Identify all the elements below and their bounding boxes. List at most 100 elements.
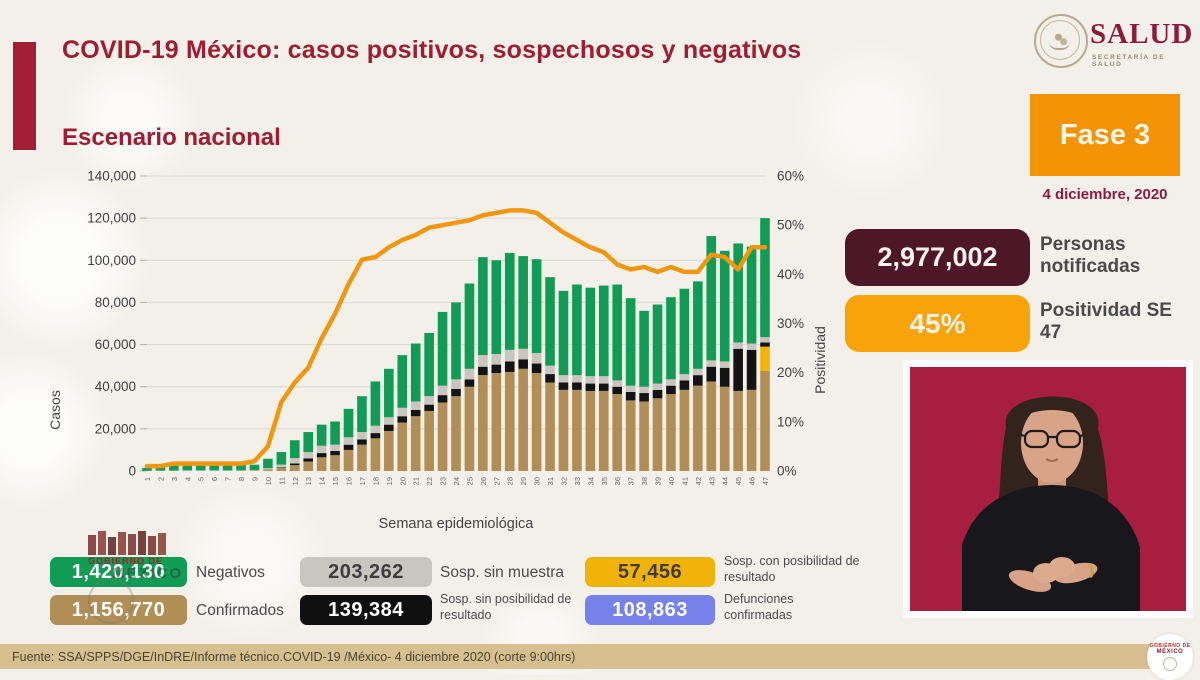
gobierno-mexico-logo: GOBIERNO DE MÉXICO [1147, 634, 1193, 680]
svg-text:60%: 60% [777, 169, 804, 184]
svg-text:100,000: 100,000 [87, 253, 136, 268]
svg-text:15: 15 [331, 477, 340, 485]
svg-text:20%: 20% [777, 365, 804, 380]
svg-text:35: 35 [600, 477, 609, 485]
svg-text:40: 40 [667, 477, 676, 485]
interpreter-illustration [910, 367, 1186, 611]
footer-logo-line2: MÉXICO [1157, 649, 1184, 655]
svg-text:60,000: 60,000 [95, 337, 136, 352]
legend-value-sosp-sin-posibilidad: 139,384 [300, 595, 432, 625]
chart-canvas: 0 20,000 40,000 60,000 80,000 100,000 120,000 1… [36, 160, 836, 565]
svg-text:31: 31 [546, 477, 555, 485]
footer-logo-seal-icon [1163, 657, 1177, 671]
legend-label-sosp-sin-muestra: Sosp. sin muestra [440, 564, 564, 582]
svg-text:120,000: 120,000 [87, 211, 136, 226]
svg-text:16: 16 [345, 477, 354, 485]
svg-text:50%: 50% [777, 218, 804, 233]
page-title: COVID-19 México: casos positivos, sospec… [62, 36, 942, 65]
svg-text:32: 32 [559, 477, 568, 485]
persons-notified-label: Personas notificadas [1040, 234, 1190, 279]
svg-text:43: 43 [707, 477, 716, 485]
svg-text:80,000: 80,000 [95, 295, 136, 310]
svg-text:19: 19 [385, 477, 394, 485]
source-footer: Fuente: SSA/SPPS/DGE/InDRE/Informe técni… [0, 644, 1185, 669]
svg-text:41: 41 [680, 477, 689, 485]
svg-text:5: 5 [197, 477, 206, 481]
svg-text:3: 3 [170, 477, 179, 481]
svg-text:1: 1 [143, 477, 152, 481]
persons-notified-badge: 2,977,002 [845, 229, 1030, 286]
svg-text:2: 2 [156, 477, 165, 481]
svg-text:45: 45 [734, 477, 743, 485]
legend-label-defunciones: Defunciones confirmadas [724, 592, 864, 623]
svg-text:26: 26 [479, 477, 488, 485]
svg-text:29: 29 [519, 477, 528, 485]
svg-text:18: 18 [371, 477, 380, 485]
svg-text:23: 23 [439, 477, 448, 485]
svg-text:36: 36 [613, 477, 622, 485]
svg-text:33: 33 [573, 477, 582, 485]
svg-text:21: 21 [412, 477, 421, 485]
svg-text:25: 25 [465, 477, 474, 485]
positivity-badge: 45% [845, 295, 1030, 352]
legend-value-defunciones: 108,863 [585, 595, 715, 625]
salud-logo: SALUD SECRETARÍA DE SALUD [1028, 10, 1193, 76]
svg-text:Casos: Casos [47, 390, 63, 430]
positivity-value: 45% [909, 308, 965, 340]
svg-text:40,000: 40,000 [95, 379, 136, 394]
svg-text:40%: 40% [777, 267, 804, 282]
svg-text:34: 34 [586, 477, 595, 485]
gobierno-heroes-watermark [88, 531, 170, 555]
svg-text:14: 14 [318, 477, 327, 485]
svg-text:140,000: 140,000 [87, 169, 136, 184]
svg-text:11: 11 [277, 477, 286, 485]
legend-value-sosp-sin-muestra: 203,262 [300, 557, 432, 587]
seal-watermark [88, 578, 134, 624]
persons-notified-value: 2,977,002 [877, 242, 997, 273]
svg-text:Positividad: Positividad [812, 326, 828, 394]
svg-text:0: 0 [128, 464, 136, 479]
svg-text:30: 30 [533, 477, 542, 485]
svg-text:37: 37 [627, 477, 636, 485]
svg-text:0%: 0% [777, 464, 797, 479]
svg-text:4: 4 [183, 477, 192, 481]
report-date: 4 diciembre, 2020 [1022, 186, 1188, 203]
svg-text:8: 8 [237, 477, 246, 481]
svg-text:20: 20 [398, 477, 407, 485]
legend-label-sosp-sin-posibilidad: Sosp. sin posibilidad de resultado [440, 592, 580, 623]
salud-seal-icon [1034, 14, 1088, 68]
phase-label: Fase 3 [1060, 119, 1150, 152]
svg-text:30%: 30% [777, 316, 804, 331]
svg-text:13: 13 [304, 477, 313, 485]
legend-label-sosp-con-posibilidad: Sosp. con posibilidad de resultado [724, 554, 864, 585]
source-text: Fuente: SSA/SPPS/DGE/InDRE/Informe técni… [12, 650, 575, 664]
svg-text:22: 22 [425, 477, 434, 485]
svg-text:10%: 10% [777, 414, 804, 429]
svg-text:24: 24 [452, 477, 461, 485]
svg-text:6: 6 [210, 477, 219, 481]
svg-text:Semana epidemiológica: Semana epidemiológica [379, 516, 535, 532]
svg-text:46: 46 [748, 477, 757, 485]
salud-subtitle: SECRETARÍA DE SALUD [1092, 54, 1193, 68]
svg-text:12: 12 [291, 477, 300, 485]
sign-language-interpreter-video [903, 360, 1193, 618]
legend-label-negativos: Negativos [196, 564, 265, 582]
svg-text:10: 10 [264, 477, 273, 485]
svg-text:17: 17 [358, 477, 367, 485]
svg-text:42: 42 [694, 477, 703, 485]
positivity-label: Positividad SE 47 [1040, 300, 1190, 345]
svg-text:7: 7 [224, 477, 233, 481]
svg-text:39: 39 [654, 477, 663, 485]
legend-value-sosp-con-posibilidad: 57,456 [585, 557, 715, 587]
svg-text:38: 38 [640, 477, 649, 485]
phase-badge: Fase 3 [1030, 94, 1180, 176]
svg-text:44: 44 [721, 477, 730, 485]
svg-text:20,000: 20,000 [95, 421, 136, 436]
section-title: Escenario nacional [62, 124, 281, 152]
svg-text:27: 27 [492, 477, 501, 485]
svg-text:9: 9 [250, 477, 259, 481]
svg-text:47: 47 [761, 477, 770, 485]
left-accent-bar [13, 42, 36, 150]
mexico-watermark-text: MÉXICO [112, 565, 183, 582]
epidemic-week-chart: 0 20,000 40,000 60,000 80,000 100,000 120,000 1… [36, 160, 836, 565]
